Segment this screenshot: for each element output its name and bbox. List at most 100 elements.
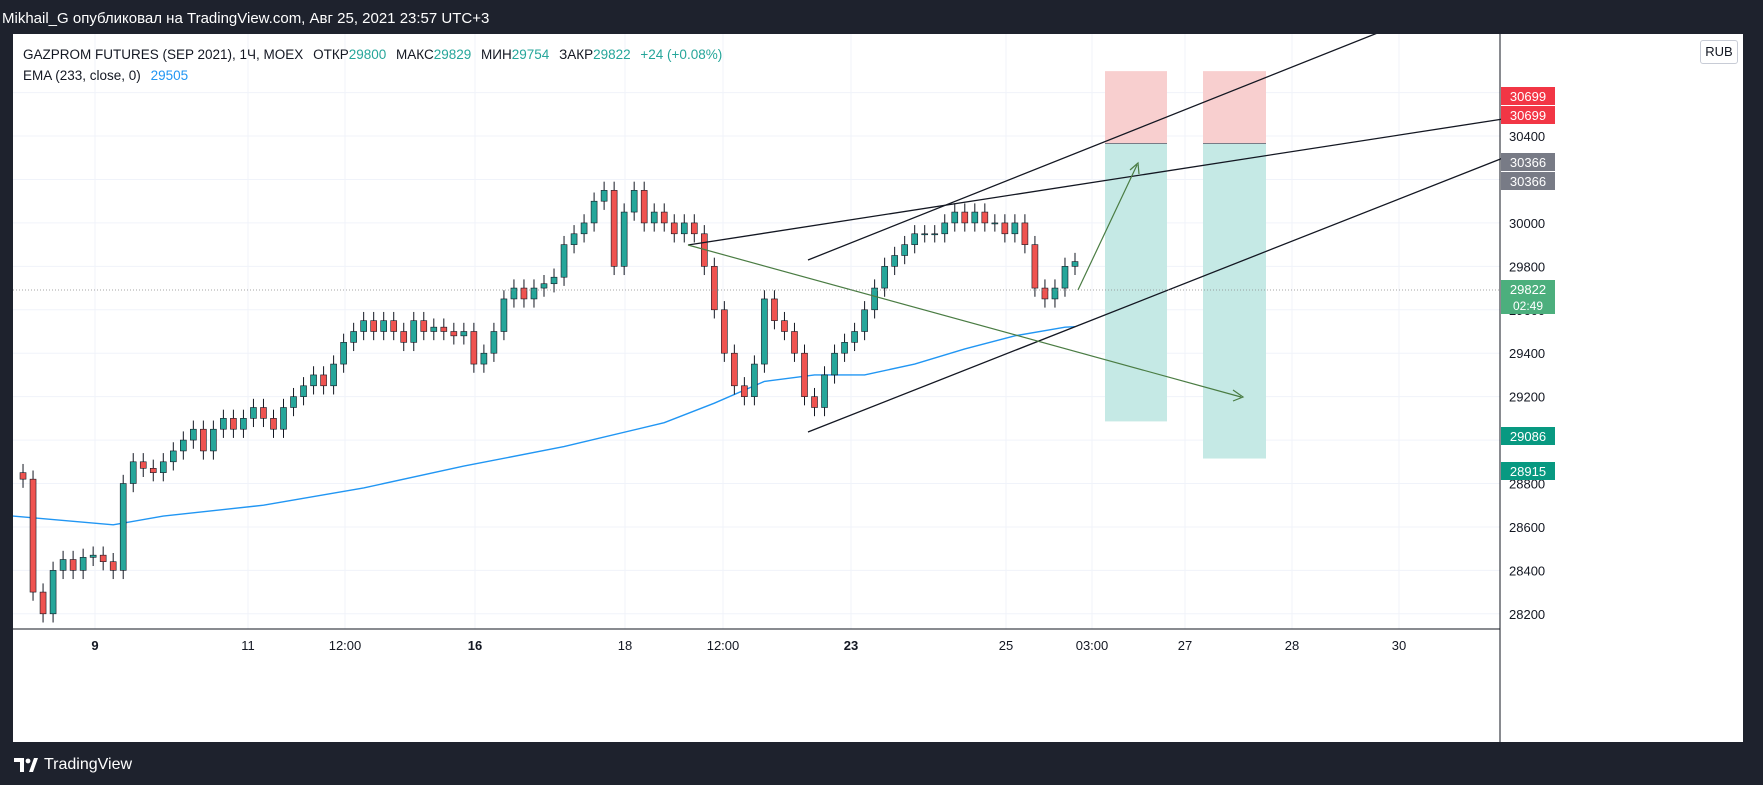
publisher-bar: Mikhail_G опубликовал на TradingView.com… bbox=[0, 0, 1763, 34]
time-tick-label: 16 bbox=[468, 638, 482, 653]
price-tag-gray: 30366 bbox=[1501, 153, 1555, 171]
candle-body bbox=[490, 331, 498, 354]
candle-body bbox=[340, 342, 347, 365]
candle-body bbox=[470, 331, 478, 365]
candle-body bbox=[670, 222, 678, 235]
candle-body bbox=[220, 418, 227, 430]
candle-body bbox=[180, 439, 187, 452]
trendline-lower-channel[interactable] bbox=[807, 157, 1504, 433]
candle-body bbox=[59, 559, 67, 571]
candle-body bbox=[921, 233, 929, 236]
price-tag-red: 30699 bbox=[1501, 87, 1555, 105]
brand: TradingView bbox=[14, 756, 132, 774]
candle-body bbox=[159, 461, 167, 473]
ema-line bbox=[12, 326, 1076, 526]
candle-body bbox=[420, 320, 428, 332]
time-tick-label: 27 bbox=[1178, 638, 1192, 653]
candle-body bbox=[1071, 261, 1079, 267]
symbol-name: GAZPROM FUTURES (SEP 2021), 1Ч, MOEX bbox=[23, 47, 304, 62]
price-tag-teal: 28915 bbox=[1501, 462, 1555, 480]
chart-frame[interactable]: 3060030400302003000029800296002940029200… bbox=[12, 29, 1743, 742]
candle-body bbox=[690, 222, 698, 235]
candle-body bbox=[99, 554, 107, 562]
time-tick-label: 12:00 bbox=[329, 638, 362, 653]
stop-loss-zone[interactable] bbox=[1203, 71, 1266, 144]
candle-body bbox=[851, 331, 858, 343]
drawings[interactable] bbox=[13, 29, 1504, 433]
brand-name: TradingView bbox=[44, 756, 133, 773]
take-profit-zone[interactable] bbox=[1203, 143, 1266, 459]
candle-body bbox=[991, 222, 999, 225]
candle-body bbox=[731, 352, 738, 387]
candle-body bbox=[791, 331, 798, 354]
candle-body bbox=[69, 559, 77, 571]
candle-body bbox=[530, 287, 538, 300]
forecast-down-line[interactable] bbox=[687, 244, 1242, 398]
forecast-down-arrowhead bbox=[1232, 389, 1245, 402]
time-tick-label: 25 bbox=[999, 638, 1013, 653]
take-profit-zone[interactable] bbox=[1105, 143, 1167, 422]
currency-button[interactable]: RUB bbox=[1700, 40, 1738, 64]
price-tag-bg bbox=[1501, 462, 1555, 480]
time-tick-label: 9 bbox=[91, 638, 98, 653]
candle-body bbox=[390, 320, 398, 332]
price-chart[interactable]: 3060030400302003000029800296002940029200… bbox=[12, 29, 1743, 742]
price-tag-value: 30366 bbox=[1510, 174, 1546, 189]
time-tick-label: 30 bbox=[1392, 638, 1406, 653]
candle-body bbox=[330, 363, 337, 387]
footer-bar: TradingView bbox=[0, 742, 1763, 785]
candle-body bbox=[370, 320, 377, 332]
price-tag-value: 29822 bbox=[1510, 282, 1546, 297]
candle-body bbox=[1031, 244, 1039, 289]
candle-body bbox=[430, 326, 438, 332]
price-tag-value: 28915 bbox=[1510, 464, 1546, 479]
candle-body bbox=[941, 222, 949, 235]
time-axis[interactable]: 9 11 12:00 16 18 12:00 23 25 03:00 27 28 30 bbox=[91, 638, 1406, 653]
candle-body bbox=[49, 570, 57, 615]
price-tag-bg bbox=[1501, 106, 1555, 124]
candle-body bbox=[821, 374, 828, 408]
candle-body bbox=[891, 255, 898, 267]
open-label: ОТКР bbox=[313, 47, 349, 62]
trendline-upper-channel[interactable] bbox=[807, 29, 1386, 261]
candle-body bbox=[570, 233, 578, 245]
candle-body bbox=[520, 287, 528, 300]
candle-body bbox=[771, 298, 778, 321]
candle-body bbox=[1011, 222, 1019, 235]
candles bbox=[19, 181, 1079, 623]
price-tag-bg bbox=[1501, 280, 1555, 314]
low-value: 29754 bbox=[511, 47, 550, 62]
time-tick-label: 18 bbox=[618, 638, 632, 653]
high-label: МАКС bbox=[396, 47, 434, 62]
candle-body bbox=[250, 407, 257, 419]
candle-body bbox=[1051, 287, 1059, 300]
candle-body bbox=[831, 352, 838, 376]
candle-body bbox=[129, 461, 137, 484]
symbol-line: GAZPROM FUTURES (SEP 2021), 1Ч, MOEX ОТК… bbox=[23, 44, 722, 65]
position-zones[interactable] bbox=[1105, 71, 1266, 459]
candle-body bbox=[911, 233, 918, 245]
time-tick-label: 12:00 bbox=[707, 638, 740, 653]
candle-body bbox=[450, 331, 458, 337]
candle-body bbox=[410, 320, 418, 343]
candle-body bbox=[190, 428, 197, 441]
stop-loss-zone[interactable] bbox=[1105, 71, 1167, 144]
candle-body bbox=[79, 557, 87, 571]
ema-value: 29505 bbox=[150, 68, 189, 83]
price-tag-value: 30699 bbox=[1510, 89, 1546, 104]
price-tag-value: 30699 bbox=[1510, 108, 1546, 123]
candle-body bbox=[300, 385, 307, 397]
price-tags: 30699 30699 30366 30366 29822 02:49 29086 28915 bbox=[1501, 87, 1555, 480]
price-tag-gray: 30366 bbox=[1501, 172, 1555, 190]
candle-body bbox=[1001, 222, 1009, 235]
candle-body bbox=[931, 233, 939, 236]
candle-body bbox=[610, 190, 618, 267]
candle-body bbox=[170, 450, 177, 463]
forecast-up-arrowhead bbox=[1129, 161, 1140, 175]
candle-body bbox=[540, 283, 548, 289]
trendline-wedge-top[interactable] bbox=[687, 118, 1504, 246]
candle-body bbox=[200, 428, 207, 452]
candle-body bbox=[721, 309, 728, 354]
candle-body bbox=[440, 326, 448, 332]
forecast-up-line[interactable] bbox=[1077, 164, 1138, 291]
